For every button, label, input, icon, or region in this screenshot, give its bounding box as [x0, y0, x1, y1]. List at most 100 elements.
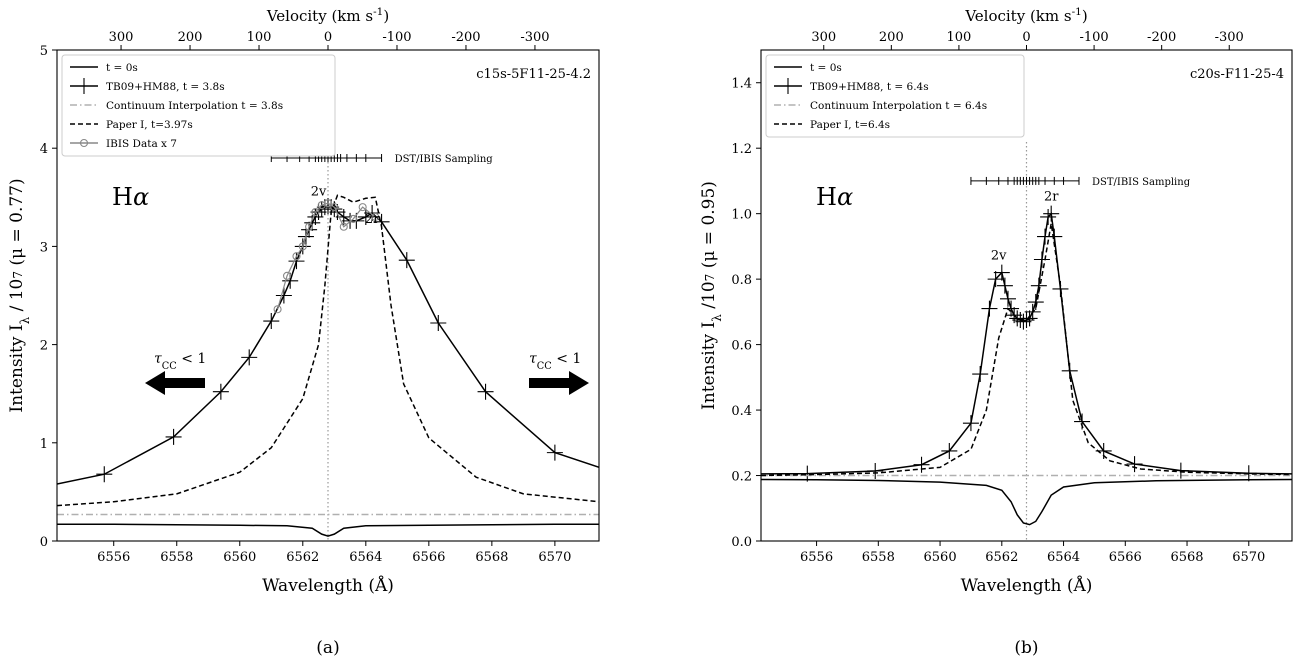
- y-axis-label: Intensity Iλ /107 (μ = 0.95): [699, 181, 724, 410]
- panel-label: (b): [1014, 638, 1038, 658]
- x-tick-label: 6558: [160, 550, 193, 565]
- model-plus-marker: [799, 465, 816, 482]
- y-tick-label: 5: [40, 44, 48, 59]
- legend-entry: t = 0s: [810, 62, 842, 74]
- ibis-data-point: [349, 214, 358, 223]
- model-plus-marker: [1021, 310, 1038, 327]
- y-tick-label: 0.8: [731, 273, 752, 288]
- legend-plus-marker: [780, 78, 796, 94]
- top-tick-label: 200: [879, 30, 904, 45]
- x-tick-label: 6566: [412, 550, 445, 565]
- top-tick-label: -200: [1147, 30, 1176, 45]
- model-plus-marker: [301, 221, 318, 238]
- model-label: c15s-5F11-25-4.2: [476, 67, 591, 82]
- model-plus-marker: [993, 264, 1010, 281]
- chart-panel-a: DST/IBIS Sampling 2v 2r Hα c15s-5F11-25-4.2 τ…: [7, 6, 600, 658]
- arrow-right-icon: [529, 371, 589, 395]
- plot-area: [761, 205, 1292, 526]
- model-plus-marker: [263, 313, 280, 330]
- model-plus-marker: [981, 300, 998, 317]
- y-tick-label: 1.4: [731, 77, 752, 92]
- legend-entry: t = 0s: [106, 62, 138, 74]
- model-plus-marker: [987, 271, 1004, 288]
- ibis-data-point: [311, 207, 320, 217]
- peak-label-2v: 2v: [991, 248, 1007, 263]
- ibis-data-point: [273, 305, 282, 314]
- ibis-data-point: [358, 203, 367, 212]
- legend-entry: Continuum Interpolation t = 3.8s: [106, 100, 283, 112]
- top-tick-label: 300: [811, 30, 836, 45]
- x-tick-label: 6568: [1170, 550, 1203, 565]
- x-tick-label: 6562: [286, 550, 319, 565]
- model-plus-marker: [546, 444, 563, 461]
- top-tick-label: -100: [1079, 30, 1108, 45]
- model-plus-marker: [1015, 313, 1032, 330]
- top-tick-label: 200: [178, 30, 203, 45]
- x-tick-label: 6568: [475, 550, 508, 565]
- y-tick-label: 1.0: [731, 208, 752, 223]
- model-plus-marker: [996, 277, 1013, 294]
- x-axis-label: Wavelength (Å): [262, 575, 394, 596]
- model-plus-marker: [398, 252, 415, 269]
- ibis-data-point: [282, 271, 292, 280]
- sampling-label: DST/IBIS Sampling: [395, 154, 494, 165]
- y-axis-label: Intensity Iλ / 107 (μ = 0.77): [7, 178, 32, 412]
- model-plus-marker: [1033, 251, 1050, 268]
- model-plus-marker: [275, 287, 292, 304]
- series-t-0s: [57, 523, 599, 537]
- x-tick-label: 6566: [1109, 550, 1142, 565]
- y-tick-label: 1.2: [731, 142, 752, 157]
- legend-entry: TB09+HM88, t = 3.8s: [106, 81, 225, 93]
- model-plus-marker: [357, 208, 374, 225]
- x-tick-label: 6562: [985, 550, 1018, 565]
- top-tick-label: -100: [382, 30, 411, 45]
- y-tick-label: 0.2: [731, 470, 752, 485]
- top-tick-label: 100: [247, 30, 272, 45]
- x-tick-label: 6556: [800, 550, 833, 565]
- ibis-data-point: [298, 242, 307, 251]
- y-tick-label: 4: [40, 142, 48, 157]
- y-tick-label: 0.0: [731, 535, 752, 550]
- y-tick-label: 2: [40, 339, 48, 354]
- plot-area: [57, 194, 599, 537]
- model-plus-marker: [212, 383, 229, 400]
- top-tick-label: 0: [324, 30, 332, 45]
- top-axis-label: Velocity (km s-1): [964, 6, 1087, 25]
- model-plus-marker: [867, 462, 884, 479]
- legend-entry: Continuum Interpolation t = 6.4s: [810, 100, 987, 112]
- chart-panel-b: DST/IBIS Sampling 2v 2r Hα c20s-F11-25-4 6556…: [699, 6, 1293, 658]
- top-tick-label: 300: [109, 30, 134, 45]
- tau-label-left: τCC < 1: [154, 351, 206, 372]
- legend: t = 0s TB09+HM88, t = 3.8s Continuum Inter…: [61, 54, 336, 157]
- line-label: Hα: [112, 183, 149, 211]
- ibis-data-point: [330, 203, 339, 212]
- model-plus-marker: [1027, 294, 1044, 311]
- legend-circle-marker: [79, 138, 89, 148]
- model-plus-marker: [913, 456, 930, 473]
- model-plus-marker: [241, 349, 258, 366]
- ibis-data-point: [323, 199, 333, 208]
- peak-label-2r: 2r: [365, 212, 380, 227]
- top-axis-label: Velocity (km s-1): [266, 6, 389, 25]
- series-t-0s: [761, 478, 1292, 526]
- y-tick-label: 1: [40, 437, 48, 452]
- y-tick-label: 3: [40, 240, 48, 255]
- top-tick-label: -300: [1215, 30, 1244, 45]
- tau-label-right: τCC < 1: [529, 351, 581, 372]
- y-tick-label: 0.6: [731, 339, 752, 354]
- x-tick-label: 6560: [223, 550, 256, 565]
- ibis-data-point: [305, 222, 314, 231]
- model-plus-marker: [941, 442, 958, 459]
- model-plus-marker: [1040, 208, 1057, 225]
- x-tick-label: 6570: [1232, 550, 1265, 565]
- model-plus-marker: [1126, 456, 1143, 473]
- legend: t = 0s TB09+HM88, t = 6.4s Continuum Inter…: [765, 54, 1025, 138]
- top-tick-label: -300: [520, 30, 549, 45]
- arrow-left-icon: [145, 371, 205, 395]
- line-label: Hα: [816, 183, 853, 211]
- model-plus-marker: [477, 383, 494, 400]
- model-plus-marker: [999, 290, 1016, 307]
- top-tick-label: 0: [1022, 30, 1030, 45]
- legend-box: [61, 54, 336, 157]
